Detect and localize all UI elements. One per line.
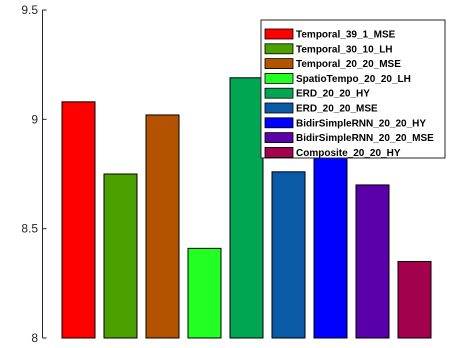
legend-swatch-BidirSimpleRNN_20_20_HY (264, 117, 294, 129)
legend: Temporal_39_1_MSE Temporal_30_10_LH Tempor… (260, 19, 446, 159)
legend-label-SpatioTempo_20_20_LH: SpatioTempo_20_20_LH (296, 74, 411, 85)
legend-label-BidirSimpleRNN_20_20_HY: BidirSimpleRNN_20_20_HY (296, 118, 426, 129)
y-ticks-group: 8 8.5 9 9.5 (21, 3, 47, 345)
legend-swatch-Temporal_39_1_MSE (264, 28, 294, 40)
bar-ERD_20_20_MSE (271, 171, 306, 339)
legend-label-BidirSimpleRNN_20_20_MSE: BidirSimpleRNN_20_20_MSE (296, 133, 434, 144)
legend-swatch-SpatioTempo_20_20_LH (264, 73, 294, 84)
legend-label-Temporal_30_10_LH: Temporal_30_10_LH (296, 44, 393, 55)
bar-Temporal_20_20_MSE (145, 114, 180, 339)
legend-label-Temporal_39_1_MSE: Temporal_39_1_MSE (296, 30, 396, 41)
y-tick-label: 8 (31, 331, 38, 345)
legend-swatch-Temporal_20_20_MSE (264, 58, 294, 69)
legend-swatch-ERD_20_20_MSE (264, 102, 294, 114)
bar-BidirSimpleRNN_20_20_HY (313, 149, 348, 339)
legend-swatch-Temporal_30_10_LH (264, 43, 294, 55)
y-tick-label: 8.5 (21, 222, 38, 236)
legend-label-Temporal_20_20_MSE: Temporal_20_20_MSE (296, 59, 401, 70)
bars-group (61, 77, 432, 339)
y-tick-label: 9.5 (21, 3, 38, 17)
legend-swatch-Composite_20_20_HY (264, 146, 294, 158)
bar-BidirSimpleRNN_20_20_MSE (355, 184, 390, 339)
legend-swatch-ERD_20_20_HY (264, 87, 294, 99)
bar-Temporal_39_1_MSE (61, 101, 96, 339)
bar-ERD_20_20_HY (229, 77, 264, 339)
legend-label-ERD_20_20_HY: ERD_20_20_HY (296, 89, 370, 100)
legend-label-Composite_20_20_HY: Composite_20_20_HY (296, 148, 401, 159)
y-tick-label: 9 (31, 112, 38, 126)
legend-swatch-BidirSimpleRNN_20_20_MSE (264, 132, 294, 144)
bar-SpatioTempo_20_20_LH (187, 247, 222, 339)
bar-Temporal_30_10_LH (103, 173, 138, 339)
bar-Composite_20_20_HY (397, 260, 432, 339)
legend-label-ERD_20_20_MSE: ERD_20_20_MSE (296, 104, 378, 115)
